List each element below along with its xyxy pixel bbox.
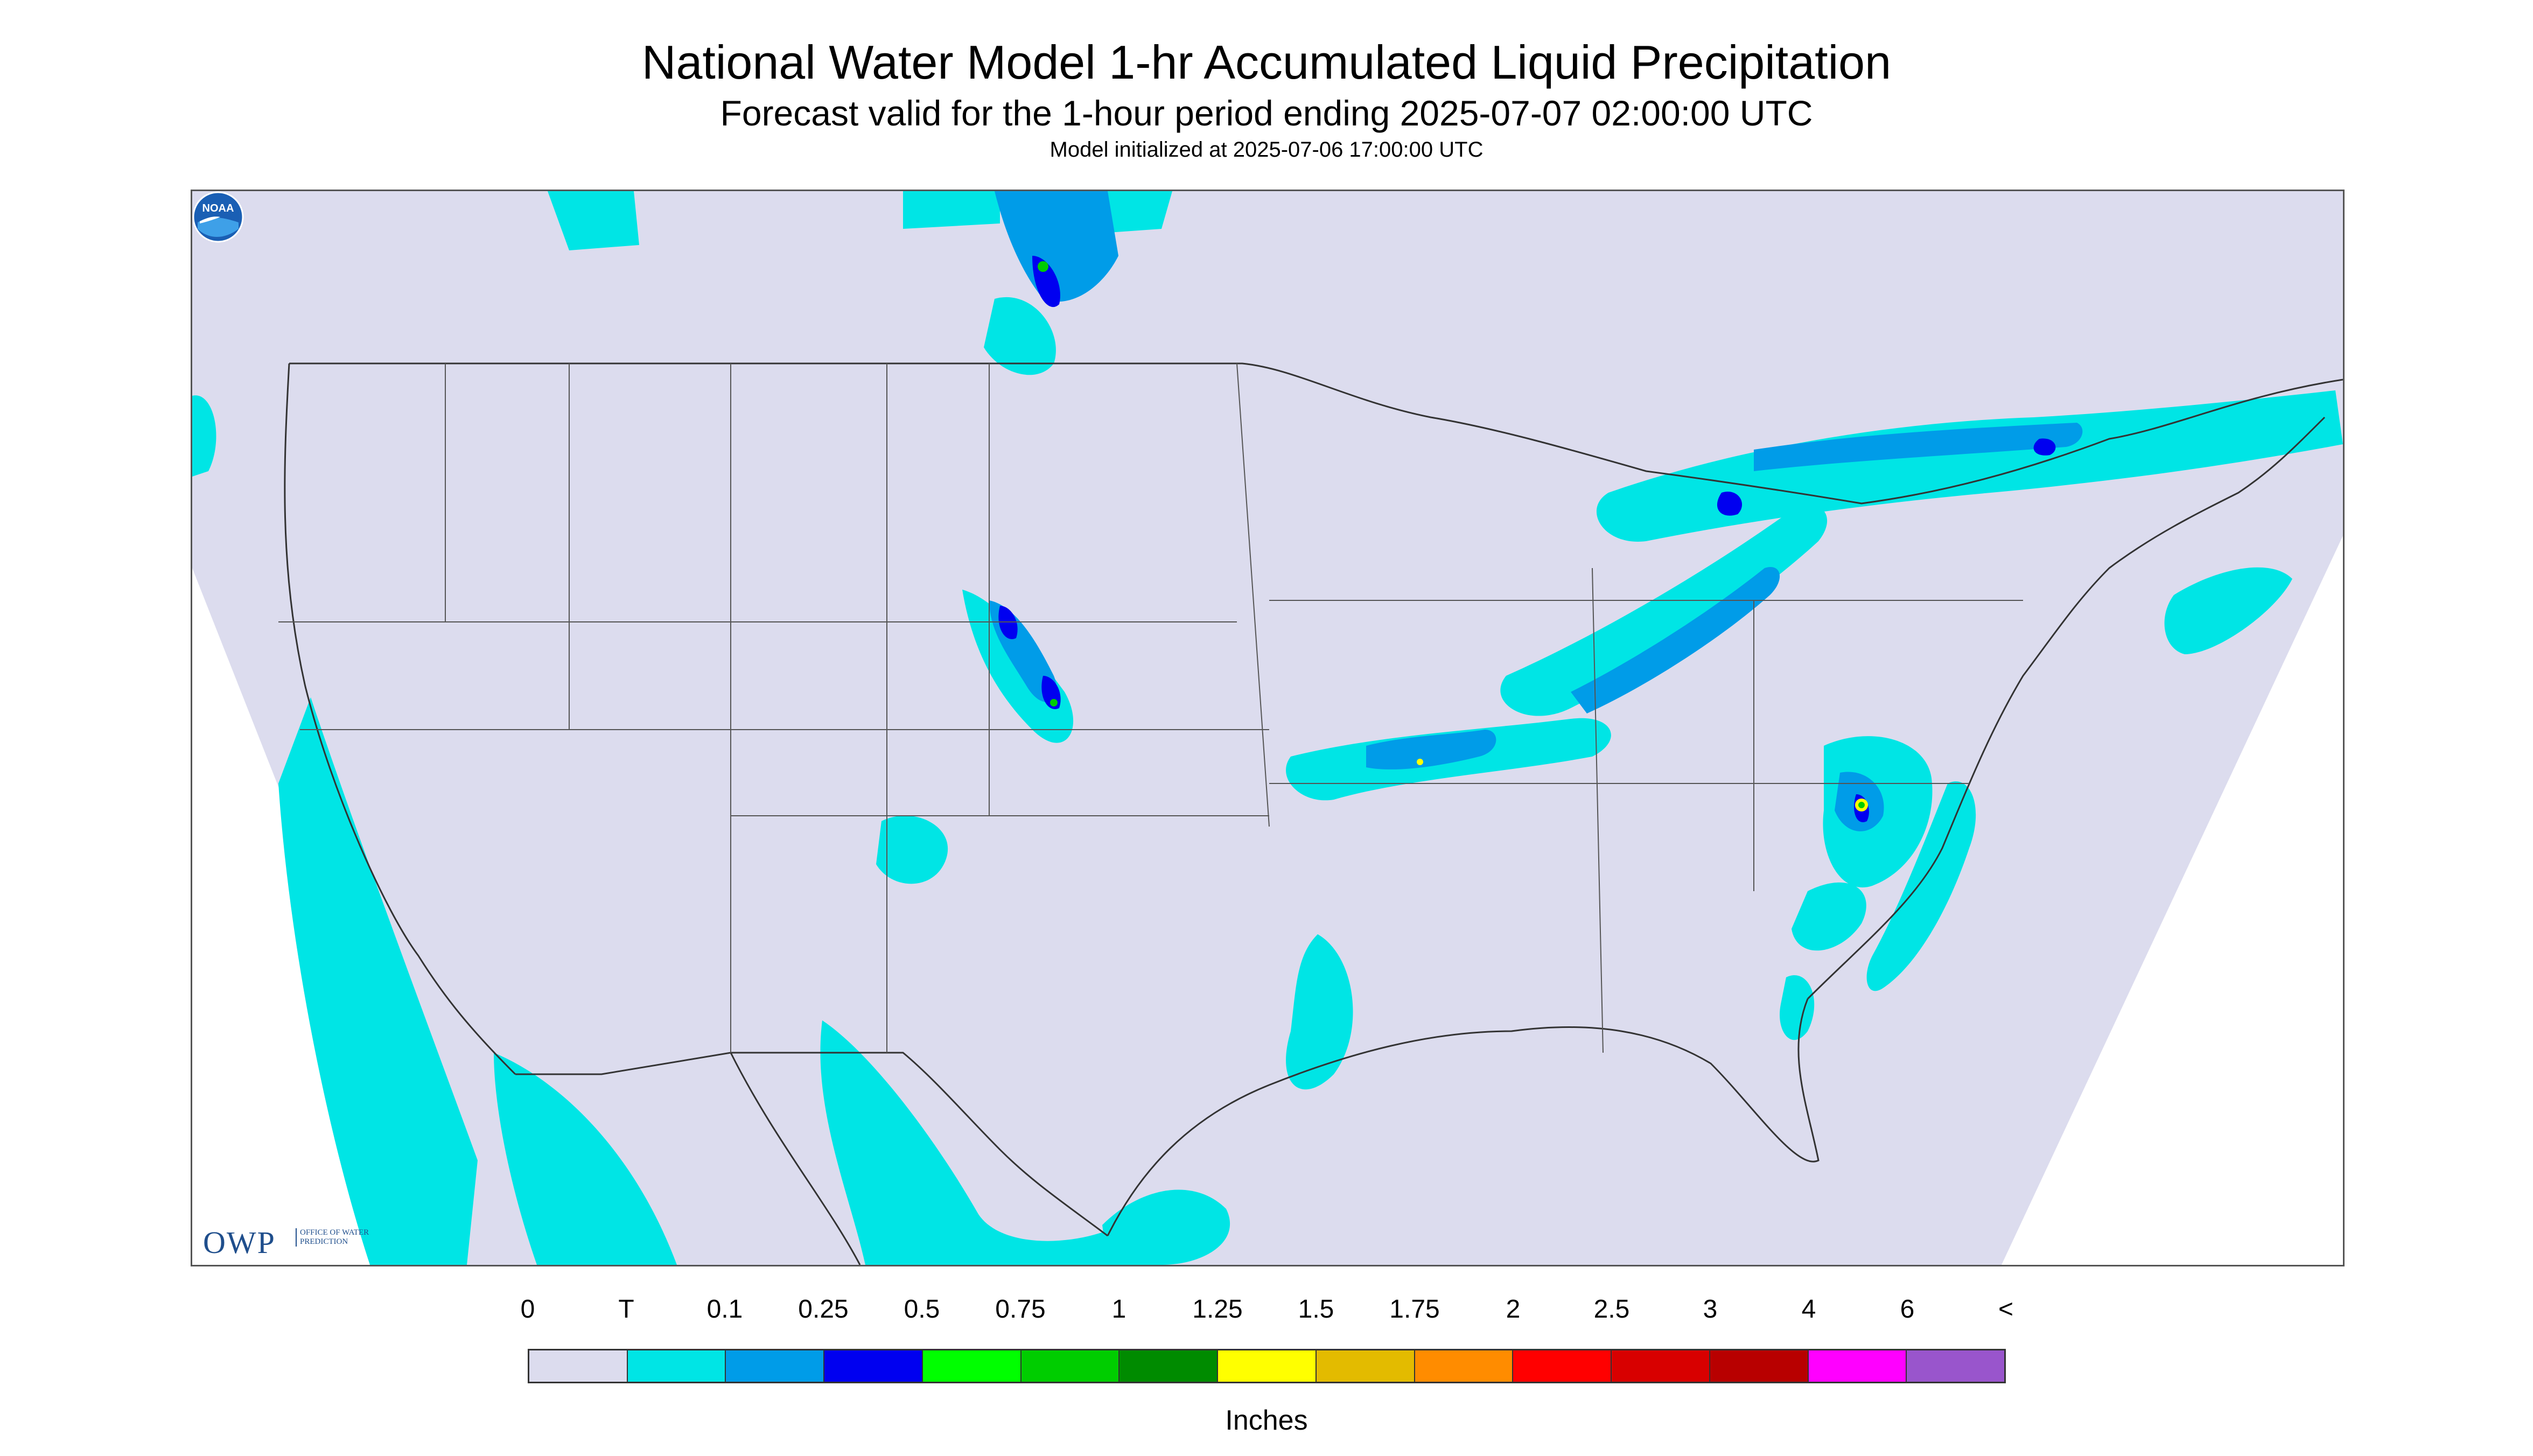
legend-swatch — [1316, 1350, 1415, 1382]
noaa-logo: NOAA — [192, 191, 244, 243]
legend-swatch — [1218, 1350, 1317, 1382]
legend-tick-label: 1.75 — [1389, 1295, 1440, 1324]
legend-tick-label: 1.5 — [1298, 1295, 1334, 1324]
legend-tick-label: T — [618, 1295, 634, 1324]
legend-tick-label: 1.25 — [1192, 1295, 1243, 1324]
precip-heavy — [1038, 261, 1868, 811]
coastline-east — [1807, 416, 2326, 1000]
coastline-gulf — [1107, 998, 1820, 1236]
us-canada-border — [289, 362, 2343, 505]
legend-tick-label: 0 — [520, 1295, 535, 1324]
legend-tick-label: 4 — [1801, 1295, 1816, 1324]
legend-tick-label: 0.25 — [798, 1295, 849, 1324]
owp-logo-subtext: OFFICE OF WATER PREDICTION — [296, 1228, 375, 1247]
legend-swatch — [1612, 1350, 1710, 1382]
legend-tick-label: 6 — [1900, 1295, 1915, 1324]
legend-swatch — [824, 1350, 923, 1382]
legend-swatch — [1513, 1350, 1612, 1382]
legend-tick-label: < — [1998, 1295, 2014, 1324]
legend-colorbar — [528, 1349, 2006, 1383]
map-subtitle: Forecast valid for the 1-hour period end… — [720, 93, 1813, 133]
model-init-text: Model initialized at 2025-07-06 17:00:00… — [1049, 138, 1484, 162]
coastline-west — [284, 363, 516, 1075]
state-lines — [278, 363, 2023, 1053]
map-canvas — [192, 191, 2343, 1265]
legend-tick-label: 1 — [1111, 1295, 1126, 1324]
legend-swatch — [726, 1350, 825, 1382]
legend-tick-label: 2 — [1506, 1295, 1521, 1324]
legend-swatch — [1021, 1350, 1120, 1382]
mexico-coast — [730, 1052, 861, 1265]
legend-tick-label: 0.75 — [995, 1295, 1046, 1324]
precipitation-map: OWP OFFICE OF WATER PREDICTION NOAA — [191, 190, 2345, 1266]
legend-units: Inches — [1225, 1405, 1308, 1436]
legend-swatch — [1415, 1350, 1514, 1382]
legend-swatch — [1119, 1350, 1219, 1382]
legend-swatch — [627, 1350, 726, 1382]
legend-tick-label: 0.5 — [904, 1295, 940, 1324]
legend-tick-label: 0.1 — [706, 1295, 743, 1324]
us-mexico-border — [515, 1052, 1108, 1237]
owp-logo-mark: OWP — [203, 1225, 276, 1260]
legend-swatch — [1710, 1350, 1809, 1382]
legend-swatch — [922, 1350, 1021, 1382]
political-boundaries — [284, 362, 2343, 1265]
precip-moderate — [998, 256, 2056, 822]
map-title: National Water Model 1-hr Accumulated Li… — [641, 36, 1892, 89]
legend-swatch — [529, 1350, 628, 1382]
noaa-logo-text: NOAA — [202, 202, 234, 214]
legend-tick-label: 2.5 — [1593, 1295, 1630, 1324]
legend-swatch — [1808, 1350, 1907, 1382]
legend-tick-label: 3 — [1703, 1295, 1718, 1324]
legend-labels: 0 T 0.1 0.25 0.5 0.75 1 1.25 1.5 1.75 2 2.5 3 4 6 < — [0, 1293, 2533, 1326]
owp-logo: OWP OFFICE OF WATER PREDICTION — [203, 1224, 375, 1262]
legend-swatch — [1907, 1350, 2005, 1382]
